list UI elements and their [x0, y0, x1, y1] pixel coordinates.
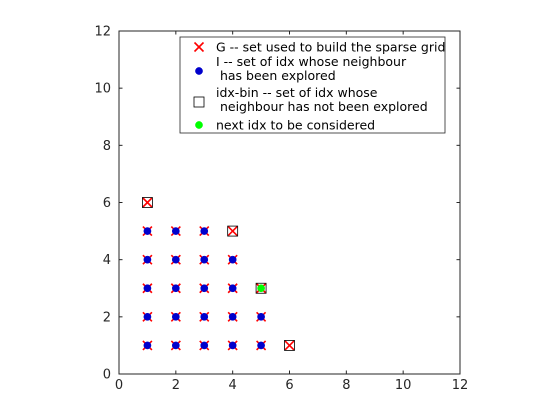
series-i-point	[200, 341, 209, 350]
legend-marker	[195, 67, 203, 75]
series-i-point	[171, 227, 180, 235]
legend-entry-next-idx: next idx to be considered	[195, 118, 375, 133]
series-i-point	[171, 284, 180, 293]
y-tick-label: 2	[103, 310, 111, 325]
series-idx-bin-point	[255, 282, 267, 294]
series-i-point	[143, 227, 152, 235]
legend-label-line: G -- set used to build the sparse grid	[216, 40, 445, 55]
y-tick-label: 0	[103, 368, 111, 383]
legend-marker	[193, 96, 205, 108]
series-i-point	[228, 284, 237, 293]
series-i-point	[171, 312, 180, 321]
series-i-point	[200, 255, 209, 264]
series-i-point	[200, 284, 209, 293]
legend-marker	[195, 121, 203, 129]
series-i-point	[143, 255, 152, 264]
x-tick-label: 4	[229, 378, 237, 393]
series-i-point	[143, 312, 152, 321]
series-i-point	[143, 284, 152, 293]
x-marker-stroke	[142, 197, 153, 208]
legend-entry-i: I -- set of idx whose neighbour has been…	[195, 54, 407, 83]
y-tick-label: 4	[103, 253, 111, 268]
axes-layer: 0 2 4 6 8 10 12 0 2 4 6 8 10 12	[94, 25, 468, 394]
marks-layer	[142, 197, 295, 351]
x-marker-stroke	[193, 41, 205, 53]
x-tick-label: 10	[395, 378, 412, 393]
x-marker-stroke	[284, 340, 295, 351]
series-2	[142, 197, 295, 351]
y-tick-label: 6	[103, 196, 111, 211]
legend-label-line: has been explored	[216, 68, 336, 83]
x-tick-label: 8	[342, 378, 350, 393]
series-1	[143, 227, 265, 350]
series-i-point	[257, 312, 265, 321]
legend-label: I -- set of idx whose neighbour has been…	[216, 54, 407, 83]
series-i-point	[228, 341, 237, 350]
x-marker-stroke	[227, 226, 238, 237]
series-g-point	[284, 340, 295, 351]
legend-label: next idx to be considered	[216, 118, 375, 133]
series-idx-bin-point	[227, 225, 239, 237]
x-tick-label: 6	[285, 378, 293, 393]
series-idx-bin-point	[284, 340, 295, 351]
x-tick-label: 12	[452, 378, 469, 393]
legend-label-line: neighbour has not been explored	[216, 99, 428, 114]
legend-entry-g: G -- set used to build the sparse grid	[193, 40, 445, 55]
legend-label-line: I -- set of idx whose neighbour	[216, 54, 407, 69]
series-i-point	[228, 255, 237, 264]
series-i-point	[257, 341, 265, 350]
y-tick-label: 12	[94, 25, 111, 40]
x-tick-label: 0	[115, 378, 123, 393]
series-idx-bin-point	[142, 197, 153, 208]
x-tick-label: 2	[172, 378, 180, 393]
series-i-point	[171, 341, 180, 350]
y-tick-label: 8	[103, 139, 111, 154]
legend-marker	[193, 41, 205, 53]
legend-label-line: idx-bin -- set of idx whose	[216, 85, 378, 100]
legend-label: idx-bin -- set of idx whose neighbour ha…	[216, 85, 428, 114]
y-tick-label: 10	[94, 82, 111, 97]
series-3	[257, 284, 265, 293]
series-i-point	[143, 341, 152, 350]
series-g-point	[227, 226, 238, 237]
series-i-point	[228, 312, 237, 321]
series-i-point	[200, 312, 209, 321]
series-g-point	[142, 197, 153, 208]
legend-box	[179, 36, 446, 134]
legend: G -- set used to build the sparse gridI …	[179, 36, 446, 134]
series-next-idx-point	[257, 284, 265, 293]
legend-entry-idx-bin: idx-bin -- set of idx whose neighbour ha…	[193, 85, 428, 114]
legend-label-line: next idx to be considered	[216, 118, 375, 133]
series-i-point	[171, 255, 180, 264]
legend-label: G -- set used to build the sparse grid	[216, 40, 445, 55]
series-i-point	[200, 227, 209, 235]
